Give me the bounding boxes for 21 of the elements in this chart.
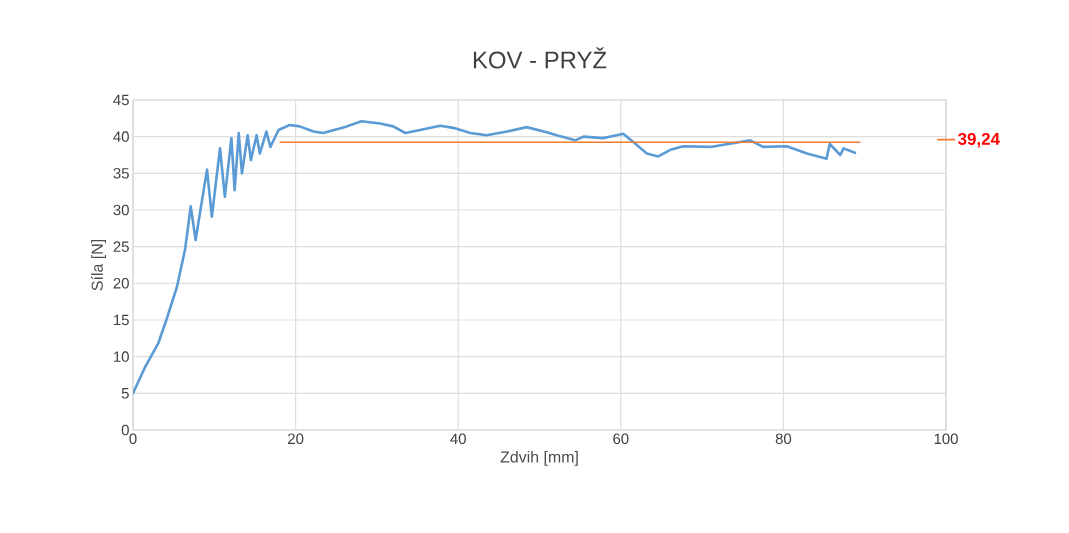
y-tick-label: 0 — [121, 424, 129, 436]
y-tick-label: 10 — [114, 351, 129, 362]
y-tick-label: 20 — [113, 278, 129, 289]
y-tick-label: 25 — [113, 241, 129, 252]
y-tick-label: 45 — [113, 94, 129, 106]
x-axis-title: Zdvih [mm] — [500, 450, 578, 466]
y-tick-label: 35 — [113, 168, 129, 179]
y-tick-label: 40 — [113, 131, 129, 142]
x-tick-label: 40 — [450, 433, 466, 445]
line-series — [133, 119, 857, 395]
legend-label: 39,24 — [958, 132, 1000, 148]
chart-title: KOV - PRYŽ — [473, 47, 607, 69]
y-tick-label: 30 — [113, 204, 129, 216]
x-tick-label: 0 — [129, 433, 137, 445]
y-tick-label: 5 — [121, 388, 129, 399]
x-tick-label: 80 — [775, 433, 792, 445]
x-tick-label: 20 — [288, 433, 304, 445]
y-tick-label: 15 — [114, 314, 129, 326]
x-tick-label: 100 — [934, 433, 958, 445]
x-tick-label: 60 — [613, 433, 629, 445]
y-axis-title: Síla [N] — [90, 240, 107, 291]
